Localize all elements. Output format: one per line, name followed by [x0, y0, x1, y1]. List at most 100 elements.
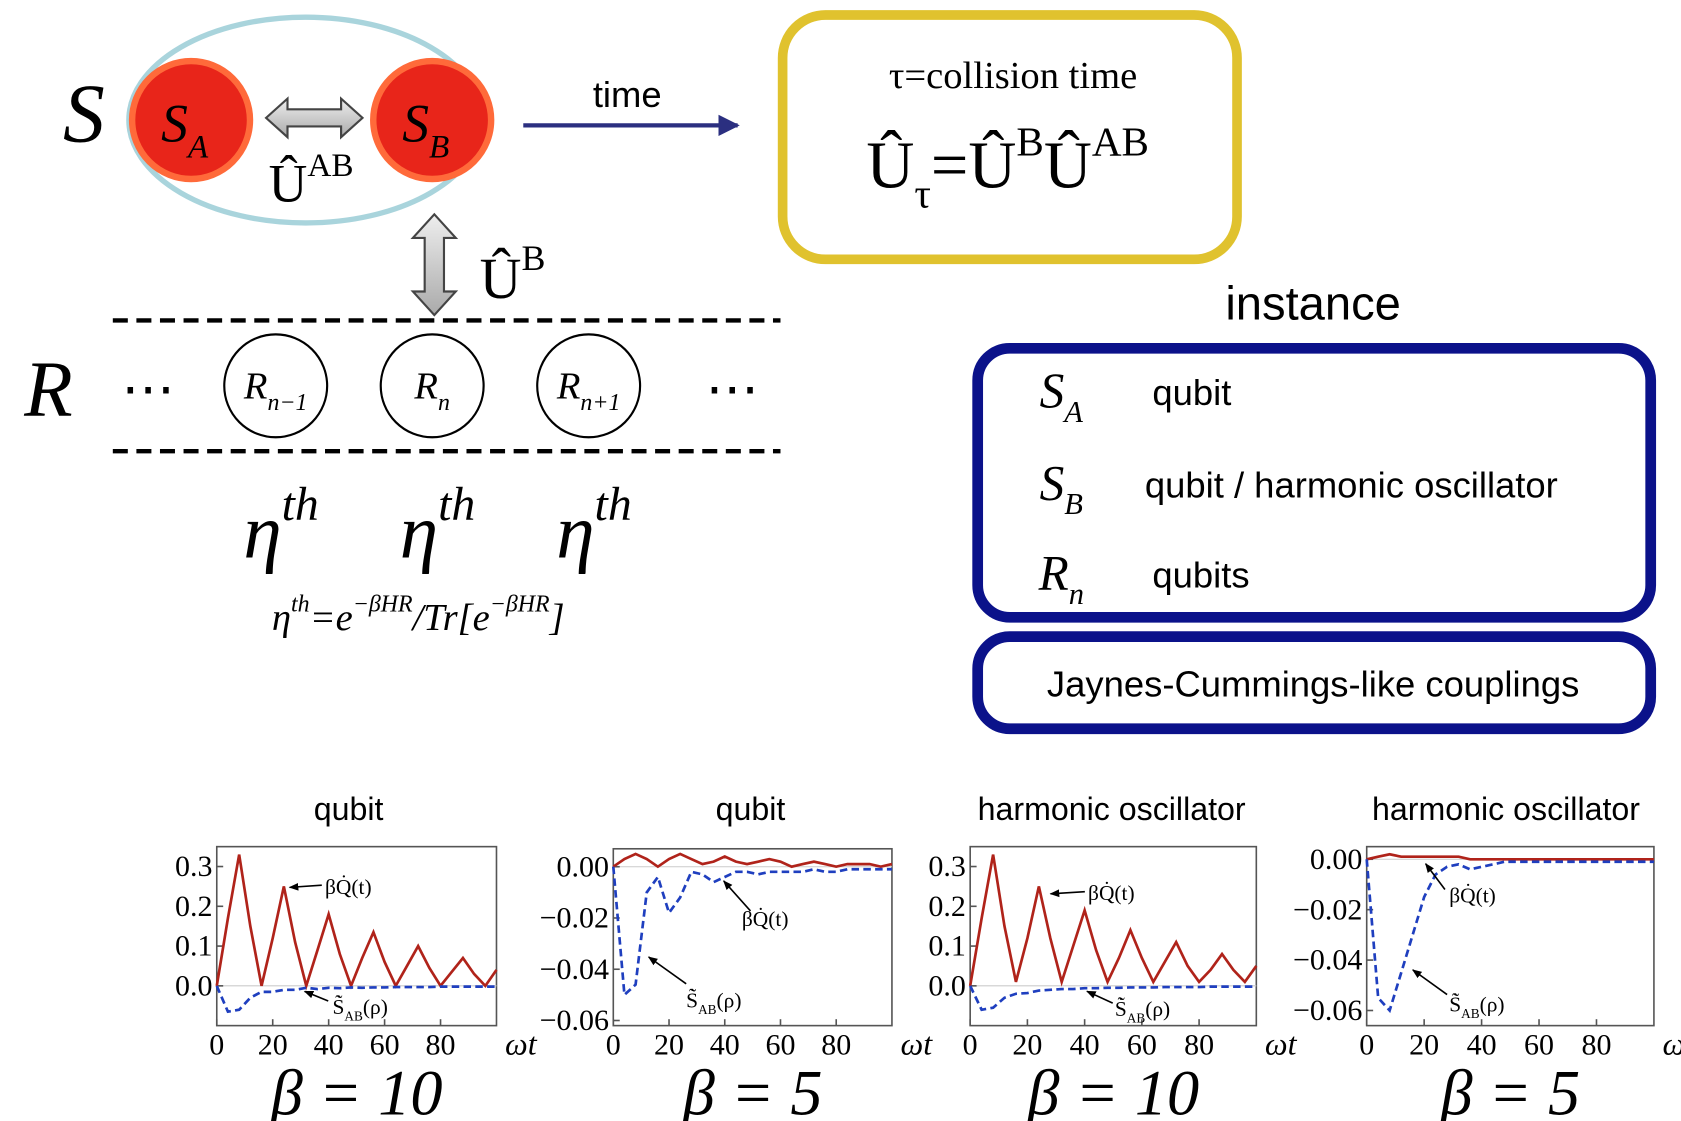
x-tick-label: 0 — [209, 1029, 224, 1062]
instance-value: qubit — [1152, 372, 1231, 413]
formula-base: S — [402, 93, 429, 153]
system-label: S — [63, 68, 105, 160]
chart-title: qubit — [314, 791, 384, 827]
x-tick-label: 80 — [1184, 1029, 1214, 1062]
annotation: βQ̇(t) — [742, 907, 789, 931]
formula-base: Û — [1044, 130, 1092, 203]
x-axis-label: ωt — [505, 1026, 538, 1062]
formula-text: ⋯ — [121, 359, 175, 419]
y-tick-label: 0.1 — [928, 930, 966, 963]
formula-base: η — [556, 488, 594, 574]
formula-superscript: B — [1016, 119, 1043, 165]
x-tick-label: 20 — [654, 1029, 684, 1062]
x-tick-label: 0 — [606, 1029, 621, 1062]
x-tick-label: 20 — [258, 1029, 288, 1062]
reservoir-state: ηth — [556, 478, 631, 574]
collision-formula: Ûτ=ÛBÛAB — [866, 119, 1149, 217]
formula-text: (ρ) — [717, 988, 742, 1012]
collision-box — [777, 10, 1242, 265]
formula-text: ] — [549, 597, 565, 639]
formula-text: R — [23, 346, 72, 434]
y-tick-label: 0.1 — [175, 930, 212, 963]
reservoir-unit — [379, 333, 485, 439]
formula-base: =Û — [931, 130, 1016, 203]
x-tick-label: 0 — [1359, 1029, 1374, 1062]
time-label: time — [593, 74, 662, 115]
formula-base: S̃̇ — [333, 994, 345, 1018]
y-tick-label: 0.3 — [928, 850, 966, 883]
formula-base: Û — [480, 246, 522, 311]
formula-base: η — [272, 597, 291, 639]
formula-base: βQ̇(t) — [1449, 883, 1496, 907]
formula-text: ωt — [901, 1026, 934, 1062]
instance-title: instance — [1225, 276, 1401, 329]
coupling-ab-label: ÛAB — [269, 147, 354, 214]
formula-subscript: AB — [1461, 1006, 1480, 1021]
ellipsis: ⋯ — [121, 359, 175, 419]
series-line — [968, 854, 1258, 987]
formula-subscript: AB — [1127, 1010, 1146, 1025]
instance-symbol: Rn — [1038, 545, 1084, 611]
formula-base: βQ̇(t) — [742, 907, 789, 931]
subsystem-a — [128, 57, 254, 183]
instance-symbol: SB — [1040, 455, 1083, 521]
formula-text: ωt — [1662, 1026, 1681, 1062]
chart-title: harmonic oscillator — [978, 791, 1246, 827]
formula-subscript: A — [1062, 395, 1083, 429]
formula-text: (ρ) — [1480, 993, 1505, 1017]
y-tick-label: −0.04 — [540, 953, 609, 986]
x-tick-label: 40 — [1467, 1029, 1497, 1062]
plot-frame — [215, 845, 498, 1027]
annotation-arrow — [647, 956, 687, 985]
formula-base: R — [556, 366, 581, 408]
formula-base: /Tr[e — [411, 597, 490, 639]
formula-superscript: B — [521, 238, 545, 278]
formula-subscript: n+1 — [580, 390, 620, 416]
formula-base: S̃̇ — [1115, 997, 1127, 1021]
y-tick-label: −0.06 — [1293, 994, 1362, 1027]
instance-value: qubits — [1152, 554, 1249, 595]
formula-text: (ρ) — [1145, 997, 1170, 1021]
coupling-box — [972, 631, 1657, 735]
plot-frame — [969, 845, 1258, 1027]
reservoir-unit-label: Rn — [413, 366, 450, 417]
plot-frame — [612, 847, 893, 1027]
formula-superscript: −βHR — [353, 592, 413, 618]
y-tick-label: 0.0 — [175, 969, 212, 1002]
formula-text: ωt — [505, 1026, 538, 1062]
formula-base: S̃̇ — [1449, 992, 1461, 1016]
formula-base: βQ̇(t) — [1088, 881, 1135, 905]
formula-text: (ρ) — [363, 995, 388, 1019]
annotation: βQ̇(t) — [1449, 883, 1496, 907]
beta-label: β = 10 — [269, 1058, 443, 1121]
series-line — [215, 854, 498, 991]
formula-base: S — [161, 93, 188, 153]
x-axis-label: ωt — [1265, 1026, 1298, 1062]
formula-text: ⋯ — [705, 359, 759, 419]
y-tick-label: 0.00 — [557, 850, 610, 883]
annotation-arrow — [1086, 990, 1114, 1004]
y-tick-label: 0.3 — [175, 850, 212, 883]
formula-subscript: A — [186, 129, 209, 166]
formula-subscript: n — [438, 390, 450, 416]
formula-superscript: AB — [1092, 119, 1149, 165]
y-tick-label: 0.00 — [1310, 843, 1363, 876]
formula-base: Û — [269, 153, 308, 213]
formula-base: βQ̇(t) — [325, 875, 372, 899]
y-tick-label: 0.2 — [175, 890, 212, 923]
formula-superscript: th — [595, 478, 632, 531]
instance-value: qubit / harmonic oscillator — [1145, 464, 1558, 505]
annotation: S̃̇AB(ρ) — [1115, 997, 1170, 1026]
formula-superscript: th — [282, 478, 319, 531]
annotation: βQ̇(t) — [325, 875, 372, 899]
formula-subscript: B — [429, 129, 449, 166]
formula-superscript: th — [438, 478, 475, 531]
series-line — [611, 866, 892, 998]
formula-subscript: τ — [914, 170, 931, 216]
formula-subscript: n — [1069, 577, 1084, 611]
formula-subscript: n−1 — [268, 390, 308, 416]
formula-base: R — [413, 366, 438, 408]
formula-base: S — [1040, 455, 1065, 510]
